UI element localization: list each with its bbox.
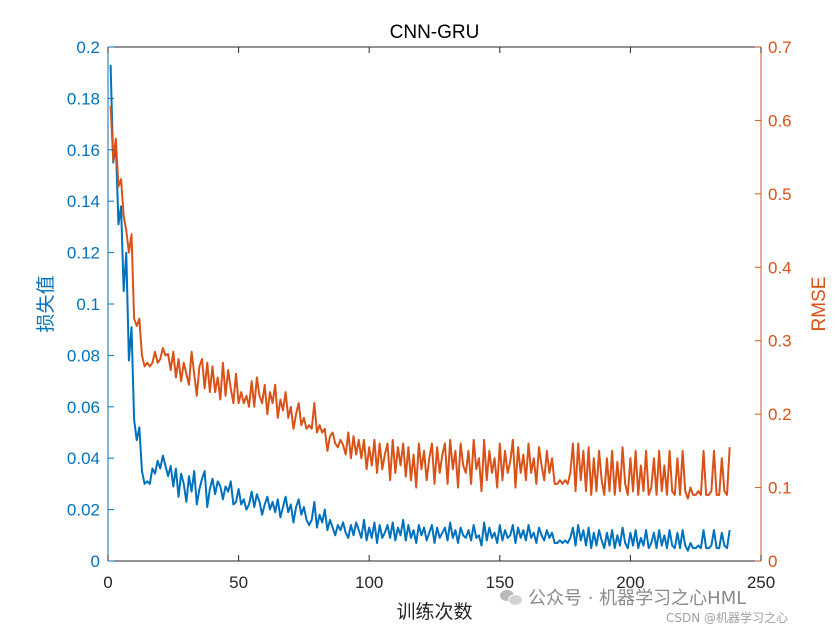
right-y-axis-label: RMSE [809, 277, 830, 332]
watermark-badge: 公众号 · 机器学习之心HML [500, 584, 746, 610]
watermark-source: CSDN @机器学习之心 [666, 611, 789, 625]
left-y-tick-label: 0.18 [67, 89, 100, 108]
right-y-tick-label: 0.7 [768, 38, 792, 57]
right-y-tick-label: 0.1 [768, 479, 792, 498]
left-y-tick-label: 0 [91, 552, 100, 571]
watermark-badge-text: 公众号 · 机器学习之心HML [528, 588, 747, 609]
plot-frame [108, 46, 761, 562]
x-tick-label: 200 [616, 573, 644, 592]
x-tick-label: 250 [747, 573, 775, 592]
x-tick-label: 0 [103, 573, 112, 592]
left-y-tick-label: 0.08 [67, 346, 100, 365]
series-layer [109, 64, 731, 552]
loss-series-line [109, 64, 731, 552]
left-y-axis-label: 损失值 [35, 275, 57, 332]
left-y-tick-label: 0.02 [67, 501, 100, 520]
ticks-layer: 0 50 100 150 200 250 0 0.02 0.04 0.06 0.08 0.1 0.12 0… [67, 38, 792, 592]
rmse-series-line [109, 105, 731, 500]
right-y-tick-label: 0.6 [768, 111, 792, 130]
chart-title: CNN-GRU [390, 22, 480, 43]
x-tick-label: 150 [486, 573, 514, 592]
left-y-tick-label: 0.14 [67, 192, 100, 211]
left-y-tick-label: 0.1 [76, 295, 100, 314]
right-y-tick-label: 0.2 [768, 405, 792, 424]
right-y-tick-label: 0 [768, 552, 777, 571]
x-axis-label: 训练次数 [396, 601, 472, 623]
left-y-tick-label: 0.04 [67, 449, 100, 468]
axes-layer [107, 46, 762, 562]
right-y-tick-label: 0.3 [768, 332, 792, 351]
left-y-tick-label: 0.12 [67, 244, 100, 263]
x-tick-label: 100 [355, 573, 383, 592]
left-y-tick-label: 0.16 [67, 141, 100, 160]
left-y-tick-label: 0.06 [67, 398, 100, 417]
left-y-tick-label: 0.2 [76, 38, 100, 57]
right-y-tick-label: 0.4 [768, 258, 792, 277]
x-tick-label: 50 [229, 573, 248, 592]
right-y-tick-label: 0.5 [768, 185, 792, 204]
wechat-icon [500, 588, 523, 606]
